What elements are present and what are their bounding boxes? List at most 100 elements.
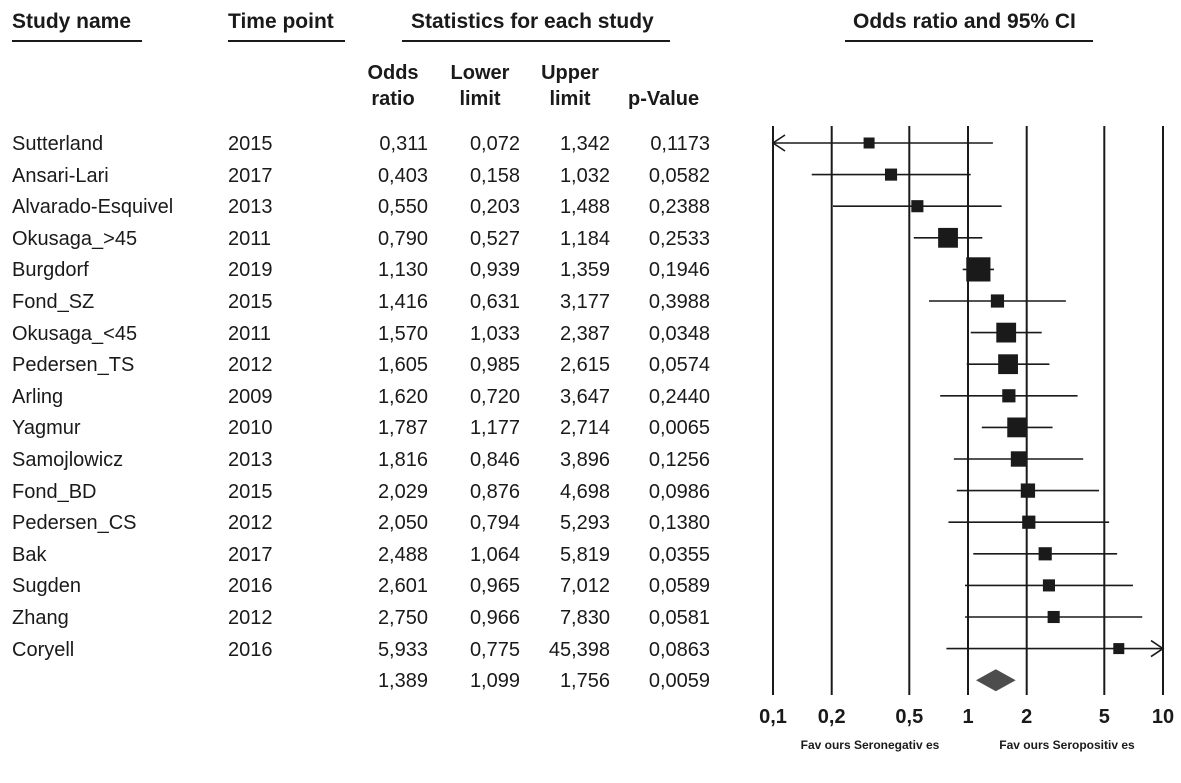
point-marker bbox=[1020, 483, 1036, 498]
cell-year: 2017 bbox=[228, 164, 273, 187]
table-row: Fond_SZ 2015 1,416 0,631 3,177 0,3988 bbox=[0, 286, 720, 318]
table-row: Okusaga_>45 2011 0,790 0,527 1,184 0,2533 bbox=[0, 223, 720, 255]
point-marker bbox=[884, 168, 898, 181]
point-marker bbox=[863, 137, 875, 149]
subheader-p-value: p-Value bbox=[628, 88, 700, 110]
table-row: Sutterland 2015 0,311 0,072 1,342 0,1173 bbox=[0, 128, 720, 160]
x-tick-label: 0,1 bbox=[759, 706, 787, 728]
cell-p: 0,0863 bbox=[648, 638, 710, 661]
cell-or: 1,416 bbox=[377, 291, 428, 313]
point-marker bbox=[938, 227, 958, 248]
cell-year: 2016 bbox=[228, 638, 273, 661]
cell-year: 2009 bbox=[228, 385, 273, 408]
cell-lower: 1,033 bbox=[469, 322, 520, 345]
cell-lower: 0,631 bbox=[469, 291, 520, 313]
cell-year: 2016 bbox=[228, 575, 273, 598]
cell-name: Samojlowicz bbox=[12, 449, 124, 471]
ci-arrow-left bbox=[771, 134, 786, 152]
cell-p: 0,2440 bbox=[648, 385, 710, 408]
cell-lower: 0,876 bbox=[469, 480, 520, 503]
cell-upper: 1,342 bbox=[559, 133, 610, 155]
cell-name: Okusaga_<45 bbox=[12, 322, 138, 345]
cell-p: 0,0582 bbox=[648, 164, 710, 187]
table-row: Pedersen_TS 2012 1,605 0,985 2,615 0,0574 bbox=[0, 349, 720, 381]
ci-arrow-right bbox=[1150, 639, 1165, 658]
cell-p: 0,0059 bbox=[648, 670, 710, 693]
cell-upper: 2,714 bbox=[559, 417, 610, 440]
cell-name: Alvarado-Esquivel bbox=[12, 196, 174, 219]
point-marker bbox=[1007, 417, 1028, 438]
table-row: Samojlowicz 2013 1,816 0,846 3,896 0,1256 bbox=[0, 444, 720, 476]
cell-upper: 45,398 bbox=[548, 638, 610, 661]
table-row: Sugden 2016 2,601 0,965 7,012 0,0589 bbox=[0, 570, 720, 602]
cell-name: Ansari-Lari bbox=[12, 164, 109, 187]
cell-lower: 0,985 bbox=[469, 354, 520, 377]
table-row: Bak 2017 2,488 1,064 5,819 0,0355 bbox=[0, 539, 720, 571]
point-marker bbox=[1038, 547, 1052, 561]
cell-name: Sugden bbox=[12, 575, 81, 598]
cell-year: 2012 bbox=[228, 512, 273, 535]
table-row: Ansari-Lari 2017 0,403 0,158 1,032 0,0582 bbox=[0, 160, 720, 192]
point-marker bbox=[911, 200, 924, 213]
x-tick-label: 0,2 bbox=[818, 706, 846, 728]
cell-year: 2015 bbox=[228, 480, 273, 503]
header-odds-ci-underline bbox=[845, 40, 1093, 42]
cell-name: Arling bbox=[12, 385, 64, 408]
cell-name: Zhang bbox=[12, 607, 69, 629]
cell-or: 2,750 bbox=[377, 607, 428, 629]
point-marker bbox=[1002, 389, 1016, 403]
table-row: Alvarado-Esquivel 2013 0,550 0,203 1,488 0,23… bbox=[0, 191, 720, 223]
cell-p: 0,2388 bbox=[648, 196, 710, 219]
point-marker bbox=[996, 322, 1017, 343]
table-row: Zhang 2012 2,750 0,966 7,830 0,0581 bbox=[0, 602, 720, 634]
cell-year: 2013 bbox=[228, 449, 273, 471]
cell-year: 2019 bbox=[228, 259, 273, 282]
cell-upper: 3,896 bbox=[559, 449, 610, 471]
cell-or: 0,403 bbox=[377, 164, 428, 187]
cell-upper: 7,012 bbox=[559, 575, 610, 598]
cell-year: 2012 bbox=[228, 354, 273, 377]
cell-year: 2015 bbox=[228, 133, 273, 155]
cell-lower: 0,527 bbox=[469, 227, 520, 250]
cell-or: 0,790 bbox=[377, 227, 428, 250]
favours-left-label: Fav ours Seronegativ es bbox=[801, 738, 940, 752]
cell-year: 2011 bbox=[228, 322, 272, 345]
cell-lower: 0,158 bbox=[469, 164, 520, 187]
cell-upper: 7,830 bbox=[559, 607, 610, 629]
subheader-odds-ratio: Odds ratio bbox=[367, 62, 419, 110]
cell-lower: 0,072 bbox=[469, 133, 520, 155]
cell-upper: 5,819 bbox=[559, 543, 610, 566]
cell-or: 1,570 bbox=[377, 322, 428, 345]
cell-or: 2,601 bbox=[377, 575, 428, 598]
cell-name: Burgdorf bbox=[12, 259, 89, 282]
cell-name: Pedersen_TS bbox=[12, 354, 135, 377]
point-marker bbox=[1022, 515, 1036, 529]
cell-p: 0,1173 bbox=[650, 133, 710, 155]
x-tick-label: 5 bbox=[1099, 706, 1110, 728]
cell-p: 0,0574 bbox=[648, 354, 710, 377]
point-marker bbox=[966, 257, 991, 282]
cell-p: 0,0589 bbox=[648, 575, 710, 598]
cell-name: Sutterland bbox=[12, 133, 104, 155]
cell-upper: 1,184 bbox=[559, 227, 610, 250]
cell-lower: 0,966 bbox=[469, 607, 520, 629]
cell-year: 2010 bbox=[228, 417, 273, 440]
cell-lower: 1,064 bbox=[469, 543, 520, 566]
cell-or: 1,787 bbox=[377, 417, 428, 440]
x-tick-label: 10 bbox=[1152, 706, 1174, 728]
cell-name: Yagmur bbox=[12, 417, 81, 440]
cell-lower: 0,775 bbox=[469, 638, 520, 661]
cell-name: Fond_BD bbox=[12, 480, 97, 503]
cell-lower: 1,099 bbox=[469, 670, 520, 693]
header-statistics: Statistics for each study bbox=[411, 10, 654, 33]
table-row: Yagmur 2010 1,787 1,177 2,714 0,0065 bbox=[0, 412, 720, 444]
cell-name: Pedersen_CS bbox=[12, 512, 137, 535]
cell-or: 0,550 bbox=[377, 196, 428, 219]
cell-or: 1,605 bbox=[377, 354, 428, 377]
point-marker bbox=[1042, 579, 1056, 592]
cell-or: 1,816 bbox=[377, 449, 428, 471]
cell-name: Okusaga_>45 bbox=[12, 227, 138, 250]
cell-or: 0,311 bbox=[379, 133, 428, 155]
cell-upper: 2,387 bbox=[559, 322, 610, 345]
